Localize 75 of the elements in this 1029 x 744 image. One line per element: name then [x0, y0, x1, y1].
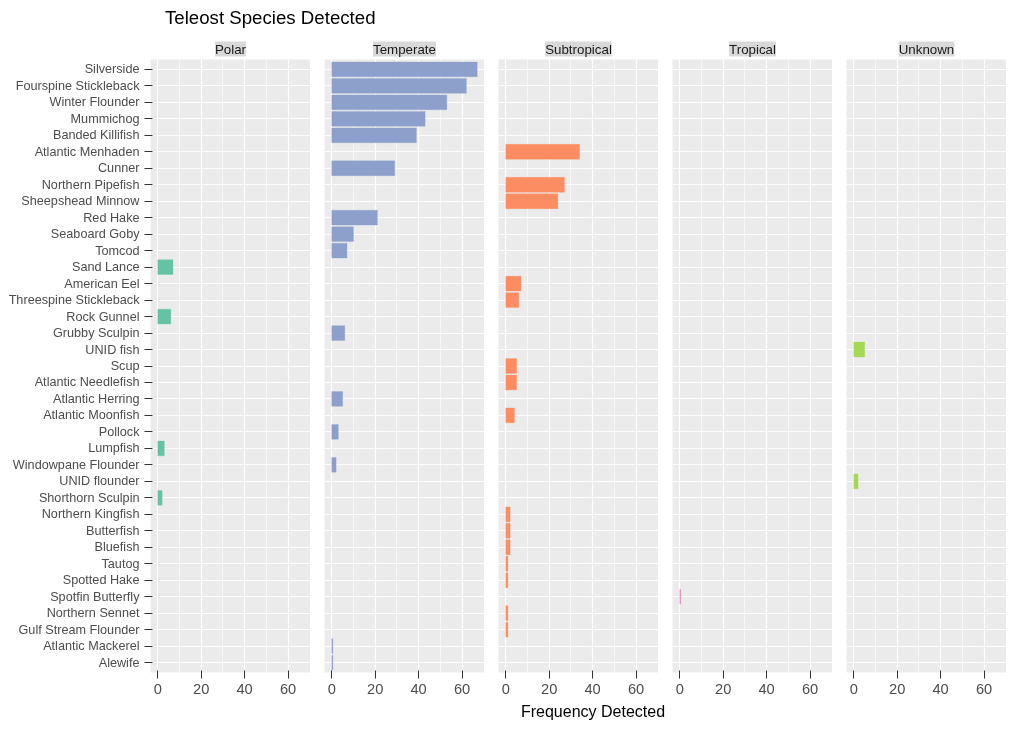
y-tick-label: American Eel	[64, 276, 140, 291]
y-tick-label: Sand Lance	[71, 260, 140, 275]
bar	[505, 407, 515, 424]
y-tick-label: Gulf Stream Flounder	[18, 622, 140, 637]
y-tick-label: Pollock	[98, 424, 141, 439]
y-tick-label: Atlantic Menhaden	[34, 144, 140, 159]
x-tick-label: 0	[501, 680, 510, 697]
y-tick-label: Banded Killifish	[52, 128, 140, 143]
y-tick-label: Lumpfish	[88, 441, 140, 456]
y-tick-label: Atlantic Moonfish	[43, 408, 140, 423]
text: Polar	[214, 41, 247, 57]
y-tick-label: Tomcod	[95, 243, 140, 258]
y-tick-label: Northern Pipefish	[41, 177, 140, 192]
bar	[505, 143, 581, 160]
y-tick-label: Cunner	[97, 161, 140, 176]
y-tick-label: Atlantic Herring	[52, 391, 140, 406]
x-tick-label: 0	[153, 680, 162, 697]
x-tick-label: 60	[975, 680, 993, 697]
bar	[331, 424, 339, 440]
y-tick-label: Spotted Hake	[62, 573, 140, 588]
y-tick-label: Fourspine Stickleback	[15, 78, 141, 93]
y-tick-label: Sheepshead Minnow	[21, 194, 141, 209]
y-tick-label: UNID flounder	[59, 474, 140, 489]
y-tick-label: Tautog	[101, 556, 140, 571]
y-tick-label: Windowpane Flounder	[12, 457, 140, 472]
x-tick-label: 20	[541, 680, 558, 697]
x-tick-label: 0	[327, 680, 336, 697]
y-tick-label: Rock Gunnel	[66, 309, 140, 324]
y-tick-label: Atlantic Needlefish	[34, 375, 140, 390]
x-tick-label: 40	[236, 680, 253, 697]
x-tick-label: 0	[675, 680, 684, 697]
bar	[157, 259, 174, 276]
y-tick-label: Grubby Sculpin	[52, 326, 140, 341]
bar	[331, 391, 344, 407]
x-tick-label: 0	[849, 680, 858, 697]
y-tick-label: UNID fish	[85, 342, 140, 357]
y-tick-label: Winter Flounder	[49, 95, 140, 110]
chart-title: Teleost Species Detected	[165, 6, 376, 30]
x-tick-label: 40	[410, 680, 427, 697]
y-tick-label: Threespine Stickleback	[8, 293, 141, 308]
x-tick-label: 60	[279, 680, 297, 697]
x-tick-label: 40	[932, 680, 949, 697]
bar	[331, 160, 396, 177]
text: Tropical	[729, 41, 776, 57]
y-tick-label: Northern Kingfish	[41, 507, 140, 522]
bar	[331, 325, 346, 341]
x-tick-label: 20	[193, 680, 210, 697]
x-tick-label: 20	[889, 680, 906, 697]
x-tick-label: 60	[453, 680, 471, 697]
bar	[157, 308, 172, 325]
x-axis-title: Frequency Detected	[520, 702, 666, 722]
y-tick-label: Seaboard Goby	[50, 227, 141, 242]
x-tick-label: 20	[367, 680, 384, 697]
text: Subtropical	[545, 41, 612, 57]
series-label: Temperate	[373, 41, 436, 57]
y-tick-label: Silverside	[84, 62, 140, 77]
x-tick-label: 40	[758, 680, 775, 697]
bar	[157, 440, 165, 457]
x-tick-label: 60	[801, 680, 819, 697]
y-tick-label: Atlantic Mackerel	[43, 639, 140, 654]
y-tick-label: Scup	[110, 359, 140, 373]
y-tick-label: Alewife	[98, 655, 140, 670]
bar	[157, 489, 163, 506]
y-tick-label: Butterfish	[86, 523, 140, 538]
y-tick-label: Shorthorn Sculpin	[38, 490, 140, 505]
y-tick-label: Mummichog	[70, 111, 140, 126]
x-tick-label: 40	[584, 680, 601, 697]
bar	[331, 456, 337, 473]
y-tick-label: Bluefish	[94, 540, 140, 555]
y-tick-label: Northern Sennet	[46, 606, 140, 621]
x-tick-label: 60	[627, 680, 645, 697]
text: Unknown	[898, 41, 955, 57]
y-tick-label: Spotfin Butterfly	[50, 589, 141, 604]
y-tick-label: Red Hake	[83, 210, 140, 225]
x-tick-label: 20	[715, 680, 732, 697]
